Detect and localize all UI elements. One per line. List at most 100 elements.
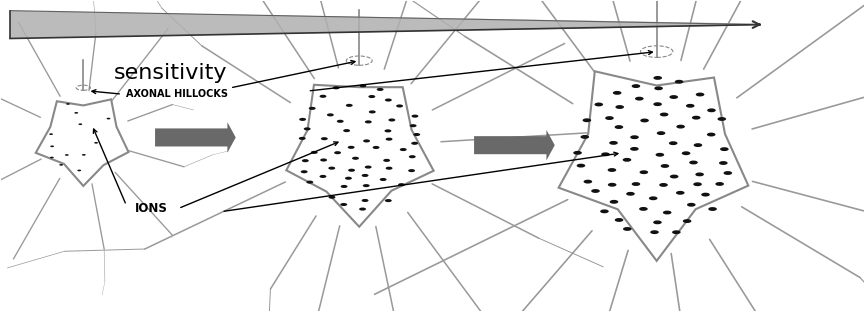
Ellipse shape: [591, 189, 599, 193]
Ellipse shape: [50, 145, 54, 147]
Ellipse shape: [670, 175, 678, 178]
Text: sensitivity: sensitivity: [113, 63, 227, 83]
Ellipse shape: [639, 207, 648, 211]
Ellipse shape: [319, 175, 326, 178]
Ellipse shape: [670, 95, 678, 99]
Ellipse shape: [594, 103, 603, 106]
Ellipse shape: [723, 171, 732, 175]
Ellipse shape: [50, 157, 54, 158]
Ellipse shape: [693, 182, 702, 186]
Ellipse shape: [398, 183, 405, 186]
Ellipse shape: [612, 91, 621, 95]
Ellipse shape: [319, 95, 326, 98]
Ellipse shape: [333, 86, 340, 89]
Ellipse shape: [708, 207, 717, 211]
Ellipse shape: [669, 141, 677, 145]
Ellipse shape: [362, 184, 369, 187]
Ellipse shape: [376, 88, 383, 91]
Ellipse shape: [343, 129, 350, 132]
Ellipse shape: [383, 159, 390, 162]
Ellipse shape: [386, 138, 393, 141]
Ellipse shape: [79, 123, 82, 125]
Ellipse shape: [623, 158, 631, 162]
Ellipse shape: [695, 93, 704, 96]
Ellipse shape: [368, 110, 375, 114]
Ellipse shape: [408, 169, 415, 172]
Ellipse shape: [352, 157, 359, 160]
Ellipse shape: [74, 112, 78, 114]
Ellipse shape: [411, 142, 418, 145]
Ellipse shape: [661, 164, 670, 168]
Ellipse shape: [615, 218, 624, 222]
Ellipse shape: [650, 230, 659, 234]
Ellipse shape: [385, 199, 392, 202]
Ellipse shape: [412, 115, 419, 118]
Ellipse shape: [327, 113, 334, 116]
Polygon shape: [559, 71, 748, 261]
Text: AXONAL HILLOCKS: AXONAL HILLOCKS: [126, 89, 228, 99]
Ellipse shape: [676, 191, 684, 195]
Ellipse shape: [694, 143, 702, 147]
Ellipse shape: [380, 178, 387, 181]
Ellipse shape: [657, 131, 665, 135]
Ellipse shape: [720, 147, 728, 151]
Ellipse shape: [682, 151, 690, 155]
Ellipse shape: [362, 199, 368, 202]
Ellipse shape: [672, 230, 681, 234]
Ellipse shape: [702, 193, 710, 197]
Ellipse shape: [321, 137, 328, 140]
Ellipse shape: [656, 153, 664, 157]
Ellipse shape: [77, 170, 81, 171]
Ellipse shape: [686, 104, 695, 108]
Ellipse shape: [676, 125, 685, 129]
Ellipse shape: [675, 80, 683, 84]
Ellipse shape: [717, 117, 726, 121]
Ellipse shape: [663, 211, 671, 214]
Ellipse shape: [689, 161, 698, 164]
Ellipse shape: [94, 142, 98, 144]
Ellipse shape: [584, 180, 593, 183]
Ellipse shape: [631, 182, 640, 186]
Ellipse shape: [65, 154, 68, 156]
Ellipse shape: [365, 166, 372, 168]
Ellipse shape: [692, 116, 701, 119]
Ellipse shape: [299, 118, 306, 121]
Ellipse shape: [715, 182, 724, 186]
Ellipse shape: [60, 164, 63, 166]
Ellipse shape: [360, 84, 367, 87]
Ellipse shape: [653, 76, 662, 80]
Ellipse shape: [384, 129, 391, 132]
Ellipse shape: [388, 119, 395, 122]
Ellipse shape: [631, 84, 640, 88]
Ellipse shape: [708, 108, 715, 112]
Ellipse shape: [329, 167, 336, 170]
Ellipse shape: [580, 135, 589, 139]
Ellipse shape: [653, 220, 662, 224]
Ellipse shape: [635, 97, 644, 100]
Ellipse shape: [304, 127, 311, 130]
Ellipse shape: [362, 174, 368, 177]
Ellipse shape: [341, 185, 348, 188]
Ellipse shape: [615, 105, 624, 109]
Ellipse shape: [626, 192, 635, 196]
Polygon shape: [35, 99, 129, 186]
Ellipse shape: [336, 120, 343, 123]
Ellipse shape: [573, 151, 582, 155]
Ellipse shape: [82, 154, 86, 156]
Ellipse shape: [340, 203, 347, 206]
Ellipse shape: [707, 133, 715, 136]
Ellipse shape: [309, 107, 316, 110]
Ellipse shape: [363, 139, 370, 143]
Ellipse shape: [577, 164, 586, 168]
Ellipse shape: [607, 168, 616, 172]
Ellipse shape: [320, 158, 327, 162]
Ellipse shape: [695, 173, 704, 176]
Polygon shape: [286, 85, 433, 227]
Ellipse shape: [348, 169, 355, 172]
Polygon shape: [10, 11, 760, 38]
Ellipse shape: [649, 196, 657, 200]
Ellipse shape: [413, 133, 420, 136]
Ellipse shape: [606, 116, 614, 120]
Ellipse shape: [334, 151, 341, 154]
Ellipse shape: [409, 155, 416, 158]
